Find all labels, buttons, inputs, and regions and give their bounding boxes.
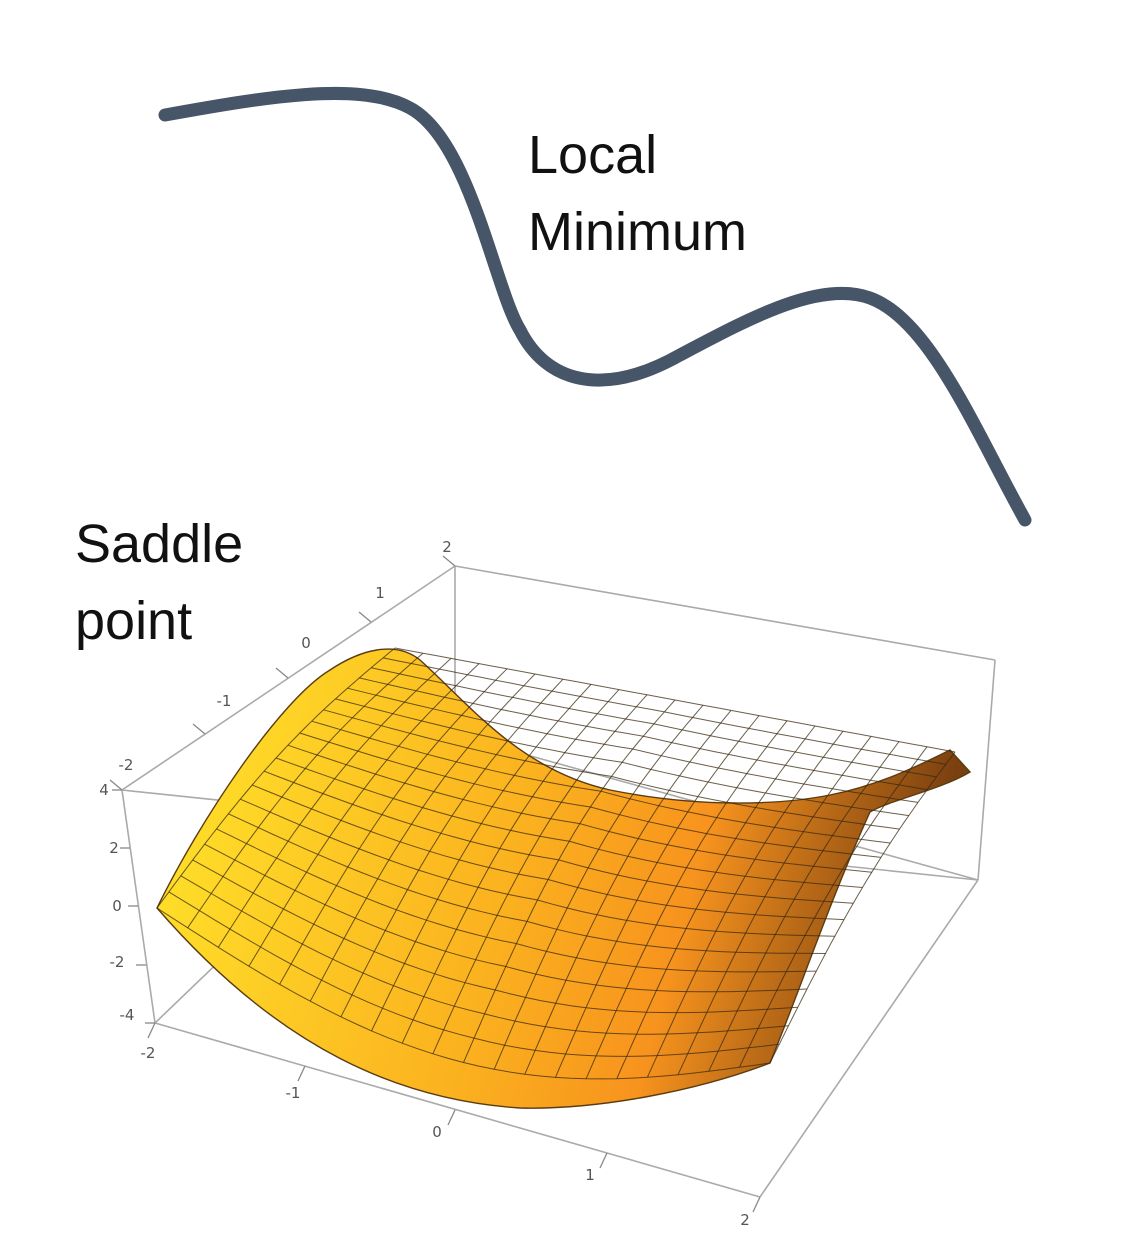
z-tick-label: 2 bbox=[109, 839, 119, 857]
x-tick-label: 0 bbox=[432, 1123, 442, 1141]
mesh-line bbox=[359, 677, 928, 791]
mesh-line bbox=[299, 732, 882, 858]
saddle-point-label-line2: point bbox=[75, 591, 193, 651]
y-tick-label: 1 bbox=[375, 584, 385, 602]
mesh-line bbox=[493, 704, 704, 1070]
mesh-line bbox=[275, 757, 863, 888]
mesh-line bbox=[311, 720, 891, 844]
mesh-line bbox=[371, 667, 937, 778]
x-tick-label: 1 bbox=[585, 1166, 595, 1184]
z-tick-label: -2 bbox=[110, 953, 125, 971]
mesh-line bbox=[394, 647, 956, 753]
y-tick-label: -1 bbox=[217, 692, 232, 710]
x-tick-label: -2 bbox=[141, 1044, 156, 1062]
local-minimum-curve bbox=[158, 86, 1032, 527]
mesh-line bbox=[708, 741, 900, 1072]
mesh-line bbox=[347, 687, 919, 803]
z-tick-label: 4 bbox=[99, 781, 109, 799]
local-minimum-label-line2: Minimum bbox=[528, 202, 748, 262]
x-tick-label: 2 bbox=[740, 1211, 750, 1229]
mesh-line bbox=[555, 715, 760, 1078]
mesh-line bbox=[323, 709, 900, 830]
mesh-line bbox=[738, 746, 928, 1068]
y-tick-label: 2 bbox=[442, 538, 452, 556]
x-axis-tick-labels: -2 -1 0 1 2 bbox=[141, 1044, 750, 1229]
z-tick-label: 0 bbox=[112, 897, 122, 915]
plot-box-front bbox=[121, 659, 996, 1198]
saddle-surface bbox=[156, 648, 972, 1109]
x-tick-label: -1 bbox=[286, 1084, 301, 1102]
z-axis-tick-labels: 4 2 0 -2 -4 bbox=[99, 781, 134, 1024]
axis-tick-marks bbox=[109, 555, 761, 1213]
mesh-line bbox=[383, 657, 946, 765]
mesh-line bbox=[646, 730, 844, 1078]
saddle-point-label-line1: Saddle bbox=[75, 514, 244, 574]
mesh-line bbox=[287, 744, 872, 873]
y-axis-tick-labels: -2 -1 0 1 2 bbox=[119, 538, 452, 774]
mesh-line bbox=[616, 725, 816, 1079]
mesh-line bbox=[769, 751, 956, 1064]
mesh-line bbox=[335, 698, 909, 817]
mesh-line bbox=[677, 736, 872, 1075]
local-minimum-label-line1: Local bbox=[528, 125, 658, 185]
mesh-line bbox=[524, 710, 732, 1075]
z-tick-label: -4 bbox=[120, 1006, 135, 1024]
y-tick-label: 0 bbox=[301, 634, 311, 652]
y-tick-label: -2 bbox=[119, 756, 134, 774]
surface-mesh bbox=[156, 647, 956, 1080]
mesh-line bbox=[585, 720, 788, 1079]
